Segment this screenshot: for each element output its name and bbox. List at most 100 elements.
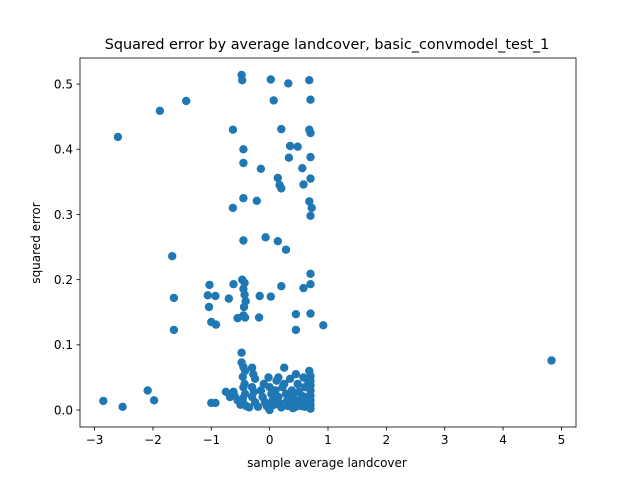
data-point-143	[280, 379, 289, 389]
data-point-108	[271, 386, 280, 395]
data-point-9	[169, 325, 179, 335]
data-point-19	[228, 203, 238, 213]
data-point-53	[299, 180, 308, 189]
data-point-50	[273, 173, 282, 183]
x-tick-label: −3	[86, 433, 104, 447]
data-point-26	[239, 158, 248, 168]
data-point-57	[277, 282, 286, 291]
data-point-52	[277, 184, 286, 193]
data-point-15	[211, 320, 221, 329]
data-point-146	[230, 391, 239, 400]
data-point-4	[113, 132, 123, 142]
data-point-93	[250, 374, 260, 383]
data-point-6	[182, 96, 191, 106]
x-tick-label: −1	[202, 433, 220, 447]
data-point-1	[118, 402, 127, 411]
x-tick-label: 0	[266, 433, 274, 447]
data-point-148	[274, 373, 283, 382]
data-point-14	[211, 291, 220, 301]
data-point-141	[300, 402, 309, 411]
data-point-149	[297, 391, 306, 400]
y-axis-label: squared error	[29, 202, 43, 283]
data-point-32	[240, 290, 249, 299]
data-point-17	[211, 398, 220, 408]
data-point-55	[273, 237, 282, 246]
chart-title: Squared error by average landcover, basi…	[105, 37, 550, 53]
x-tick-label: 1	[324, 433, 332, 447]
data-point-86	[239, 383, 248, 392]
data-point-41	[254, 313, 264, 322]
y-tick-label: 0.4	[54, 143, 73, 157]
data-point-65	[306, 128, 315, 138]
x-tick-label: 2	[383, 433, 391, 447]
data-point-42	[266, 75, 275, 84]
data-point-39	[256, 164, 266, 173]
data-point-2	[143, 386, 152, 395]
data-point-8	[169, 293, 179, 303]
data-point-45	[277, 124, 286, 134]
x-tick-label: 5	[558, 433, 566, 447]
data-point-145	[245, 403, 254, 412]
data-point-48	[293, 142, 302, 151]
y-tick-label: 0.1	[54, 338, 73, 352]
data-point-61	[299, 283, 308, 293]
y-tick-label: 0.5	[54, 77, 73, 91]
data-point-34	[239, 302, 249, 312]
data-point-99	[256, 386, 266, 395]
data-point-123	[293, 379, 302, 389]
x-axis-label: sample average landcover	[247, 456, 407, 470]
data-point-49	[298, 164, 307, 173]
data-point-20	[229, 280, 238, 289]
data-point-69	[307, 203, 316, 213]
data-point-70	[306, 211, 315, 220]
x-axis-ticks: −3 −2 −1 0 1 2 3 4 5	[86, 427, 565, 447]
data-point-147	[265, 405, 274, 415]
data-point-103	[264, 373, 273, 382]
data-point-119	[287, 386, 296, 395]
data-point-74	[319, 321, 328, 330]
data-point-38	[252, 196, 261, 205]
x-tick-label: −2	[144, 433, 162, 447]
data-point-5	[155, 106, 165, 116]
data-point-91	[247, 363, 257, 372]
data-point-47	[284, 153, 294, 162]
data-point-67	[306, 174, 315, 183]
data-point-40	[255, 291, 264, 301]
data-point-56	[281, 245, 291, 254]
data-point-3	[149, 396, 159, 405]
x-tick-label: 4	[499, 433, 507, 447]
data-point-150	[288, 403, 298, 413]
data-point-12	[204, 302, 214, 312]
data-point-122	[291, 370, 301, 379]
data-point-120	[288, 392, 298, 402]
data-point-27	[239, 194, 248, 203]
data-point-37	[237, 348, 246, 357]
y-tick-label: 0.0	[54, 403, 73, 417]
data-point-114	[280, 363, 289, 372]
data-point-140	[304, 376, 313, 385]
data-point-71	[306, 269, 315, 278]
data-point-54	[261, 233, 270, 242]
data-point-28	[239, 236, 248, 245]
data-point-68	[305, 197, 314, 206]
x-tick-label: 3	[441, 433, 449, 447]
data-point-84	[238, 372, 247, 381]
data-point-112	[277, 403, 286, 412]
data-point-21	[224, 294, 233, 303]
data-point-73	[306, 309, 315, 318]
data-point-10	[203, 291, 212, 300]
data-point-98	[253, 402, 263, 411]
data-point-44	[284, 79, 293, 88]
y-axis-ticks: 0.0 0.1 0.2 0.3 0.4 0.5	[54, 77, 80, 417]
data-point-62	[305, 76, 314, 85]
data-point-66	[306, 152, 315, 162]
data-point-58	[266, 292, 275, 301]
y-tick-label: 0.3	[54, 208, 73, 222]
data-point-59	[291, 310, 301, 319]
data-point-72	[306, 280, 315, 289]
data-points	[99, 70, 556, 415]
y-tick-label: 0.2	[54, 273, 73, 287]
